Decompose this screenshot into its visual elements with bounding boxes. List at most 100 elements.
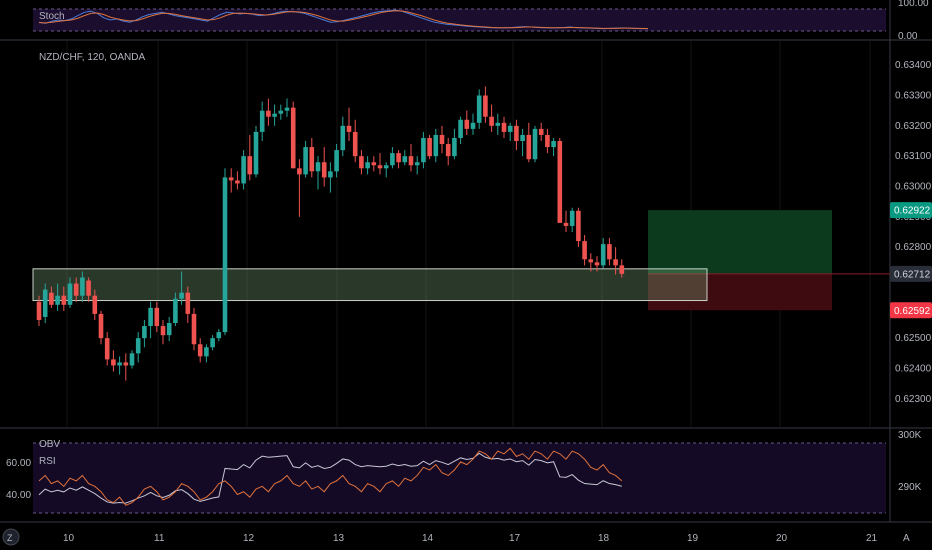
candle-body — [582, 241, 587, 260]
price-tick-label: 0.62400 — [895, 364, 932, 375]
stoch-pane[interactable]: Stoch 100.00 0.00 — [33, 0, 929, 42]
main-pane[interactable]: 0.63400 0.63300 0.63200 0.63100 0.63000 0.629… — [32, 41, 932, 427]
timezone-button[interactable]: Z — [2, 528, 20, 546]
candle-body — [352, 131, 358, 157]
price-tick-label: 0.62500 — [895, 333, 932, 344]
candle-body — [377, 165, 383, 169]
time-tick-label: 12 — [243, 533, 255, 544]
candle-body — [185, 292, 191, 314]
candle-body — [303, 147, 308, 175]
time-tick-label: 19 — [687, 533, 699, 544]
candle-body — [117, 362, 122, 366]
candle-body — [588, 259, 594, 263]
candle-body — [613, 259, 618, 266]
rsi-label[interactable]: RSI — [39, 456, 56, 467]
candle-body — [576, 210, 581, 242]
time-tick-label: 17 — [509, 533, 521, 544]
candle-body — [36, 301, 42, 320]
candle-body — [483, 95, 488, 117]
stoch-level-0: 0.00 — [898, 31, 918, 42]
stop-zone[interactable] — [648, 273, 832, 311]
candle-body — [247, 156, 253, 175]
candle-body — [545, 134, 550, 148]
rsi-obv-pane[interactable]: OBV RSI 60.00 40.00 300K 290K — [6, 430, 922, 514]
stop-price-text: 0.62592 — [894, 306, 931, 317]
candle-body — [414, 162, 420, 166]
price-tick-label: 0.63300 — [895, 91, 932, 102]
time-tick-label: 14 — [422, 533, 434, 544]
candle-body — [142, 326, 147, 339]
candle-body — [365, 162, 370, 169]
candle-body — [526, 134, 532, 160]
candle-body — [253, 131, 259, 175]
candle-body — [55, 295, 60, 305]
candle-body — [569, 210, 575, 226]
obv-tick-300k: 300K — [898, 430, 922, 441]
candle-body — [160, 326, 166, 336]
candle-body — [470, 122, 476, 129]
candle-body — [222, 177, 228, 333]
price-tick-label: 0.63400 — [895, 60, 932, 71]
stop-price-badge: 0.62592 — [890, 302, 932, 319]
candle-body — [458, 119, 463, 138]
candle-body — [445, 144, 451, 157]
time-tick-label: 20 — [776, 533, 788, 544]
candle-body — [383, 165, 389, 169]
price-tick-label: 0.63200 — [895, 121, 932, 132]
candle-body — [464, 119, 470, 129]
candle-body — [284, 107, 290, 111]
rsi-tick-60: 60.00 — [6, 458, 31, 469]
candle-body — [266, 110, 271, 117]
candle-body — [154, 307, 160, 327]
current-price-badge: 0.62712 — [890, 265, 932, 282]
auto-scale-icon: A — [903, 533, 910, 544]
time-axis[interactable]: 10 11 12 13 14 17 18 19 20 21 — [63, 533, 878, 544]
candle-body — [42, 289, 48, 317]
auto-scale-button[interactable]: A — [903, 533, 910, 544]
candle-body — [328, 171, 333, 178]
candle-body — [514, 125, 519, 141]
obv-label[interactable]: OBV — [39, 439, 60, 450]
stoch-level-100: 100.00 — [898, 0, 929, 9]
candle-body — [197, 344, 203, 357]
candle-body — [538, 128, 544, 135]
target-price-text: 0.62922 — [894, 206, 931, 217]
candle-body — [607, 244, 612, 260]
obv-line — [38, 447, 623, 506]
time-tick-label: 18 — [598, 533, 610, 544]
stoch-label[interactable]: Stoch — [39, 11, 65, 22]
candle-body — [111, 359, 116, 366]
candle-body — [297, 168, 302, 175]
candle-body — [427, 137, 432, 157]
symbol-title[interactable]: NZD/CHF, 120, OANDA — [39, 52, 145, 63]
candle-body — [173, 298, 178, 323]
candle-body — [80, 277, 85, 296]
support-zone[interactable] — [32, 268, 708, 302]
candle-body — [73, 283, 79, 296]
candle-body — [123, 362, 129, 366]
obv-tick-290k: 290K — [898, 482, 922, 493]
time-tick-label: 11 — [154, 533, 165, 544]
candle-body — [433, 134, 439, 157]
price-tick-label: 0.62300 — [895, 394, 932, 405]
candle-body — [86, 280, 91, 296]
candle-body — [135, 338, 141, 354]
candle-body — [557, 141, 563, 223]
stoch-d-line — [38, 10, 649, 30]
candle-body — [92, 295, 98, 314]
candle-body — [495, 122, 501, 126]
target-zone[interactable] — [648, 210, 832, 274]
candle-body — [204, 347, 209, 357]
candle-body — [104, 338, 110, 360]
candle-body — [619, 265, 625, 274]
candle-body — [166, 323, 172, 336]
candle-body — [290, 107, 296, 169]
candle-body — [532, 128, 538, 160]
candle-body — [191, 313, 197, 345]
time-tick-label: 10 — [63, 533, 75, 544]
candle-body — [346, 125, 352, 132]
candle-body — [421, 137, 426, 163]
candle-body — [551, 141, 556, 148]
target-price-badge: 0.62922 — [890, 202, 932, 219]
